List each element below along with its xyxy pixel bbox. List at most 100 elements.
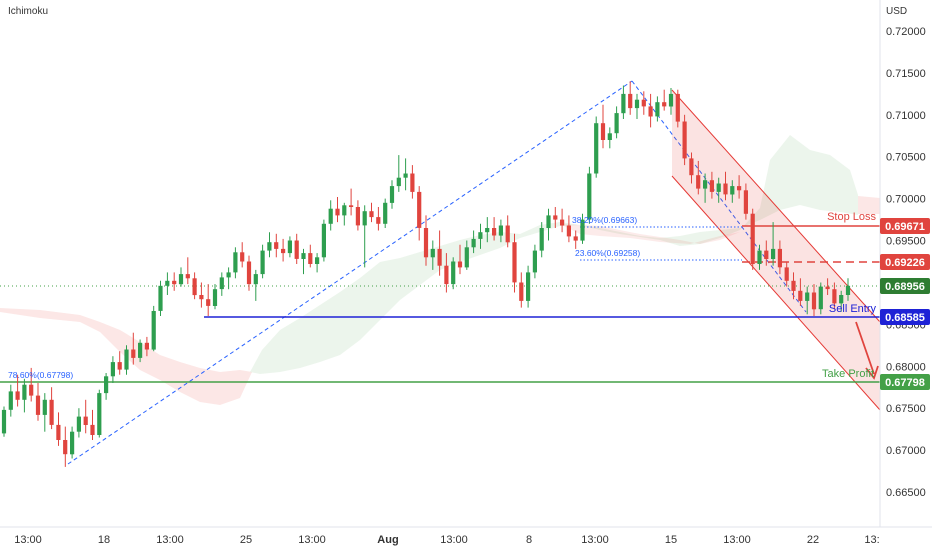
candle (791, 272, 796, 300)
candle-body (308, 253, 313, 264)
price-tag-level-2: 0.69226 (880, 254, 930, 270)
candle-body (771, 248, 776, 259)
candle (15, 374, 20, 407)
x-tick: 13:00 (723, 534, 751, 546)
x-tick: 13:00 (298, 534, 326, 546)
candle (573, 230, 578, 249)
y-tick: 0.67500 (886, 403, 926, 415)
candle-body (784, 267, 789, 281)
candle (124, 345, 129, 375)
candle-body (845, 285, 851, 295)
candle (444, 253, 449, 293)
x-tick: 13:00 (440, 534, 468, 546)
candle (519, 272, 524, 308)
candle-body (634, 99, 640, 109)
candle (723, 171, 728, 201)
candle-body (240, 252, 245, 262)
candle-body (342, 205, 347, 216)
candle (634, 93, 640, 119)
falling-trendline (631, 80, 807, 313)
candle-body (696, 175, 701, 189)
candle (192, 272, 197, 300)
candle-body (15, 391, 20, 400)
candle-body (655, 102, 660, 117)
candle-body (185, 274, 190, 279)
candle (566, 215, 571, 243)
candle (553, 207, 558, 228)
candle-body (737, 186, 742, 191)
candle (403, 158, 408, 191)
y-tick: 0.71000 (886, 110, 926, 122)
candle (396, 155, 401, 192)
candle-body (417, 191, 422, 228)
candle (464, 240, 469, 270)
candle (267, 232, 272, 258)
candle-body (8, 391, 13, 410)
candle-body (349, 205, 354, 207)
candle (709, 171, 714, 199)
y-tick: 0.72000 (886, 26, 926, 38)
candle-body (35, 395, 41, 415)
candle (600, 104, 606, 149)
candle (628, 81, 633, 115)
candle (832, 282, 837, 310)
price-tag-take-profit: 0.67798 (880, 374, 930, 390)
candle (138, 339, 143, 363)
sell-entry-label: Sell Entry (829, 303, 877, 315)
candle-body (403, 173, 408, 178)
candle-body (301, 253, 306, 259)
price-tag-text: 0.68585 (885, 312, 925, 324)
candle (83, 399, 88, 434)
candle (308, 244, 313, 268)
candle (63, 426, 68, 467)
candle-body (703, 180, 708, 189)
price-tag-text: 0.69226 (885, 257, 925, 269)
candle-body (628, 93, 633, 109)
candle (56, 412, 61, 446)
candle-body (471, 238, 476, 248)
candle-body (246, 261, 252, 285)
candle-body (29, 384, 34, 396)
candle (151, 305, 156, 352)
candle (703, 173, 708, 203)
candle (675, 89, 680, 128)
candle-body (539, 228, 544, 251)
candle (478, 223, 483, 249)
candle (798, 278, 803, 306)
candle (185, 257, 190, 285)
candle (246, 255, 252, 291)
price-tag-text: 0.68956 (885, 281, 925, 293)
candle-body (22, 384, 27, 400)
candle-body (621, 93, 626, 114)
candle-body (369, 211, 374, 218)
candle (532, 244, 537, 279)
stop-loss-label: Stop Loss (827, 211, 876, 223)
candle-body (594, 123, 599, 174)
candle-body (764, 250, 769, 259)
candle (668, 88, 674, 115)
candle (662, 89, 667, 111)
candle (716, 177, 721, 203)
candle-body (743, 190, 748, 214)
candle-body (750, 213, 755, 264)
candle (410, 165, 415, 199)
candle (110, 356, 115, 383)
candle (117, 351, 122, 375)
x-tick: 22 (807, 534, 819, 546)
candle (457, 244, 463, 275)
price-tag-text: 0.67798 (885, 377, 925, 389)
candle-body (689, 158, 694, 176)
candle-body (151, 311, 156, 350)
candle-body (383, 202, 388, 224)
candle-body (573, 236, 578, 241)
candle-body (212, 289, 218, 306)
candle (42, 393, 47, 432)
candle-body (117, 362, 122, 370)
x-tick: 15 (665, 534, 677, 546)
x-tick: 13:00 (581, 534, 609, 546)
candle-body (519, 282, 524, 301)
y-tick: 0.68000 (886, 361, 926, 373)
candle-body (566, 225, 571, 237)
candle (737, 175, 742, 199)
